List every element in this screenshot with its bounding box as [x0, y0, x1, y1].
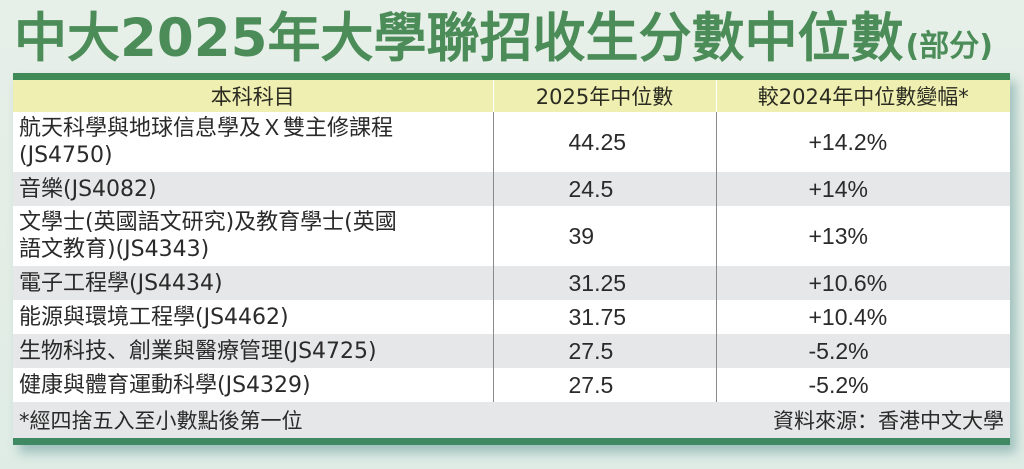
programme-cell: 能源與環境工程學(JS4462)	[13, 300, 493, 334]
change-cell: +13%	[715, 206, 1010, 266]
data-source: 資料來源：香港中文大學	[773, 409, 1004, 433]
table-row: 音樂(JS4082) 24.5 +14%	[13, 172, 1010, 206]
change-cell: +14%	[715, 172, 1010, 206]
programme-cell: 生物科技、創業與醫療管理(JS4725)	[13, 334, 493, 368]
programme-line-2: 語文教育)(JS4343)	[19, 237, 210, 262]
footnote-rounding: *經四捨五入至小數點後第一位	[19, 409, 303, 433]
header-change-vs-2024: 較2024年中位數變幅*	[716, 80, 1010, 112]
median-cell: 24.5	[492, 172, 716, 206]
programme-cell: 音樂(JS4082)	[13, 172, 493, 206]
programme-cell: 航天科學與地球信息學及Ｘ雙主修課程 (JS4750)	[13, 112, 493, 172]
change-cell: +14.2%	[715, 112, 1010, 172]
programme-cell: 電子工程學(JS4434)	[13, 266, 493, 300]
median-cell: 31.25	[492, 266, 716, 300]
table-header-row: 本科科目 2025年中位數 較2024年中位數變幅*	[13, 80, 1010, 112]
header-programme: 本科科目	[13, 80, 494, 112]
median-cell: 31.75	[492, 300, 716, 334]
programme-cell: 健康與體育運動科學(JS4329)	[13, 368, 493, 402]
infographic-title: 中大2025年大學聯招收生分數中位數 (部分)	[14, 6, 993, 72]
median-cell: 39	[492, 206, 716, 266]
median-cell: 27.5	[492, 368, 716, 402]
table-row: 航天科學與地球信息學及Ｘ雙主修課程 (JS4750) 44.25 +14.2%	[13, 112, 1010, 172]
programme-cell: 文學士(英國語文研究)及教育學士(英國 語文教育)(JS4343)	[13, 206, 493, 266]
table-row: 能源與環境工程學(JS4462) 31.75 +10.4%	[13, 300, 1010, 334]
title-main: 中大2025年大學聯招收生分數中位數	[14, 8, 904, 69]
programme-line-2: (JS4750)	[19, 143, 113, 168]
median-cell: 44.25	[492, 112, 716, 172]
change-cell: -5.2%	[715, 334, 1010, 368]
bottom-rule-divider	[13, 438, 1010, 445]
median-cell: 27.5	[492, 334, 716, 368]
table-row: 文學士(英國語文研究)及教育學士(英國 語文教育)(JS4343) 39 +13…	[13, 206, 1010, 266]
table-row: 健康與體育運動科學(JS4329) 27.5 -5.2%	[13, 368, 1010, 402]
median-score-table: 本科科目 2025年中位數 較2024年中位數變幅* 航天科學與地球信息學及Ｘ雙…	[13, 80, 1010, 438]
programme-line-1: 航天科學與地球信息學及Ｘ雙主修課程	[19, 116, 394, 141]
table-footer-row: *經四捨五入至小數點後第一位 資料來源：香港中文大學	[13, 402, 1010, 438]
change-cell: -5.2%	[715, 368, 1010, 402]
change-cell: +10.6%	[715, 266, 1010, 300]
table-row: 電子工程學(JS4434) 31.25 +10.6%	[13, 266, 1010, 300]
change-cell: +10.4%	[715, 300, 1010, 334]
programme-line-1: 文學士(英國語文研究)及教育學士(英國	[19, 210, 397, 235]
table-row: 生物科技、創業與醫療管理(JS4725) 27.5 -5.2%	[13, 334, 1010, 368]
title-subtitle: (部分)	[905, 29, 993, 64]
header-median-2025: 2025年中位數	[493, 80, 717, 112]
top-rule-divider	[13, 73, 1010, 80]
median-score-table-container: 本科科目 2025年中位數 較2024年中位數變幅* 航天科學與地球信息學及Ｘ雙…	[13, 73, 1010, 445]
